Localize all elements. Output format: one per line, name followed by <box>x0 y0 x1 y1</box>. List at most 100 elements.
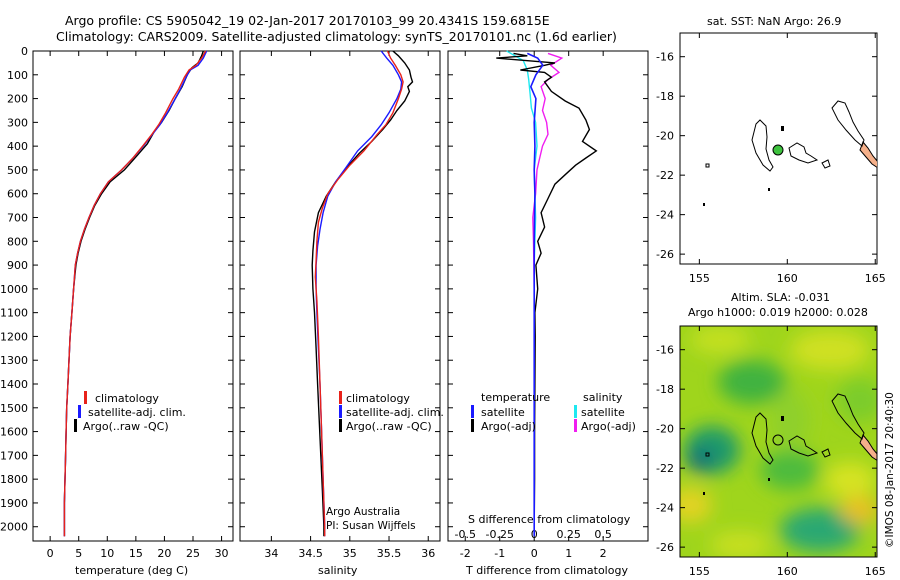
legend-swatch-salinity-argo <box>574 419 577 432</box>
top-tick-label: 0.5 <box>594 528 612 541</box>
x-tick-label: 35.5 <box>377 547 402 560</box>
x-tick-label: 35 <box>343 547 357 560</box>
x-tick-label: 1 <box>565 547 572 560</box>
vanuatu-outline <box>831 100 865 147</box>
series-line-argo-raw-qc- <box>311 50 414 537</box>
coast-fill <box>859 141 877 168</box>
depth-tick-label: 600 <box>7 188 28 201</box>
difference-panel <box>447 50 649 542</box>
depth-tick-label: 1800 <box>0 473 28 486</box>
depth-tick-label: 1600 <box>0 426 28 439</box>
x-tick-label: 36 <box>421 547 435 560</box>
sla-map-title-2: Argo h1000: 0.019 h2000: 0.028 <box>688 306 868 319</box>
depth-tick-label: 1200 <box>0 330 28 343</box>
series-line-climatology <box>314 50 404 537</box>
sla-field <box>680 326 877 557</box>
temperature-panel <box>32 50 234 542</box>
lon-tick-label: 155 <box>689 272 710 285</box>
x-tick-label: 0 <box>47 547 54 560</box>
islet <box>705 163 710 168</box>
lon-tick-label: 160 <box>777 272 798 285</box>
x-tick-label: 2 <box>600 547 607 560</box>
lon-tick-label: 165 <box>865 272 886 285</box>
depth-tick-label: 700 <box>7 212 28 225</box>
top-tick-label: 0.25 <box>556 528 581 541</box>
watermark: ©IMOS 08-Jan-2017 20:40:30 <box>884 392 896 548</box>
salinity-panel <box>239 50 441 542</box>
title-line-1: Argo profile: CS 5905042_19 02-Jan-2017 … <box>65 13 550 28</box>
x-tick-label: 0 <box>531 547 538 560</box>
title-line-2: Climatology: CARS2009. Satellite-adjuste… <box>56 29 617 44</box>
legend-label-argo: Argo(..raw -QC) <box>346 420 432 433</box>
salinity-plot: 34 34.5 35 35.5 36 <box>264 50 435 560</box>
lat-tick-label: -22 <box>656 462 674 475</box>
argo-float-marker <box>772 144 784 156</box>
lat-tick-label: -16 <box>656 344 674 357</box>
lat-tick-label: -24 <box>656 502 674 515</box>
source-label: Argo Australia <box>326 506 400 518</box>
difference-legend: temperature salinity satellite Argo(-adj… <box>468 391 636 526</box>
top-axis-label: S difference from climatology <box>468 513 631 526</box>
legend-swatch-temperature-argo <box>471 419 474 432</box>
lon-tick-label: 160 <box>777 565 798 578</box>
sst-map-axes: -16 -18 -20 -22 -24 -26 155 160 165 <box>656 33 886 285</box>
legend-swatch-satellite <box>78 405 81 418</box>
islet <box>703 492 705 495</box>
reef-outline-small <box>821 159 831 169</box>
depth-tick-label: 800 <box>7 235 28 248</box>
sla-map-axes: -16 -18 -20 -22 -24 -26 155 160 165 <box>656 326 886 578</box>
sst-map-title: sat. SST: NaN Argo: 26.9 <box>707 15 841 28</box>
series-line-satellite-adj-clim- <box>63 50 208 537</box>
legend-label-salinity-argo: Argo(-adj) <box>581 420 636 433</box>
x-tick-label: 20 <box>157 547 171 560</box>
legend-swatch-satellite <box>339 405 342 418</box>
series-line-salinity-satellite <box>506 50 538 537</box>
x-tick-label: 25 <box>186 547 200 560</box>
lat-tick-label: -18 <box>656 90 674 103</box>
x-tick-label: 34 <box>264 547 278 560</box>
depth-tick-label: 400 <box>7 140 28 153</box>
pi-label: PI: Susan Wijffels <box>326 520 416 532</box>
temperature-plot: 0 5 10 15 20 25 30 <box>47 50 229 560</box>
x-tick-label: 34.5 <box>298 547 323 560</box>
depth-axis: 0 100 200 300 400 500 600 700 800 900 1000 1100 1200… <box>0 45 648 534</box>
depth-tick-label: 1000 <box>0 283 28 296</box>
x-tick-label: 10 <box>100 547 114 560</box>
temperature-axis-label: temperature (deg C) <box>75 564 188 577</box>
lat-tick-label: -16 <box>656 51 674 64</box>
legend-swatch-argo <box>74 419 77 432</box>
islet <box>768 188 770 191</box>
lat-tick-label: -20 <box>656 130 674 143</box>
lat-tick-label: -20 <box>656 423 674 436</box>
depth-tick-label: 1400 <box>0 378 28 391</box>
sla-map-title-1: Altim. SLA: -0.031 <box>731 291 830 304</box>
islet <box>768 478 770 481</box>
lat-tick-label: -24 <box>656 209 674 222</box>
x-tick-label: -2 <box>460 547 471 560</box>
x-tick-label: 30 <box>215 547 229 560</box>
series-line-climatology <box>63 50 207 537</box>
depth-tick-label: 900 <box>7 259 28 272</box>
difference-axis-label: T difference from climatology <box>465 564 628 577</box>
x-tick-label: 15 <box>129 547 143 560</box>
salinity-axis-label: salinity <box>318 564 358 577</box>
top-tick-label: -0.25 <box>485 528 513 541</box>
series-line-temperature-satellite <box>526 52 544 537</box>
islet <box>781 126 784 131</box>
sst-map: sat. SST: NaN Argo: 26.9 -16 -18 -20 -22 -24… <box>656 15 886 285</box>
lon-tick-label: 155 <box>689 565 710 578</box>
legend-swatch-climatology <box>84 391 87 404</box>
depth-tick-label: 1500 <box>0 402 28 415</box>
legend-swatch-salinity-satellite <box>574 405 577 418</box>
legend-swatch-climatology <box>339 391 342 404</box>
sla-map: Altim. SLA: -0.031 Argo h1000: 0.019 h20… <box>656 291 896 578</box>
legend-label-satellite: satellite-adj. clim. <box>346 406 444 419</box>
legend-label-temperature-argo: Argo(-adj) <box>481 420 536 433</box>
reef-outline <box>788 435 819 457</box>
vanuatu-outline <box>831 393 865 440</box>
depth-tick-label: 0 <box>21 45 28 58</box>
chesterfield-outline <box>751 119 774 172</box>
legend-label-satellite: satellite-adj. clim. <box>88 406 186 419</box>
temperature-legend: climatology satellite-adj. clim. Argo(..… <box>74 391 186 433</box>
